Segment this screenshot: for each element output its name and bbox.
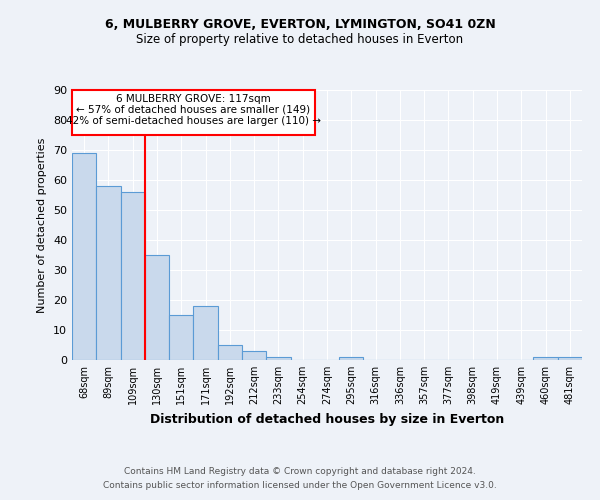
Text: ← 57% of detached houses are smaller (149): ← 57% of detached houses are smaller (14…	[76, 105, 310, 115]
Bar	[218, 345, 242, 360]
Text: Contains HM Land Registry data © Crown copyright and database right 2024.: Contains HM Land Registry data © Crown c…	[124, 467, 476, 476]
X-axis label: Distribution of detached houses by size in Everton: Distribution of detached houses by size …	[150, 412, 504, 426]
Text: Contains public sector information licensed under the Open Government Licence v3: Contains public sector information licen…	[103, 481, 497, 490]
Text: 42% of semi-detached houses are larger (110) →: 42% of semi-detached houses are larger (…	[66, 116, 321, 126]
Bar	[121, 192, 145, 360]
Bar	[339, 357, 364, 360]
Polygon shape	[72, 90, 315, 135]
Bar	[533, 357, 558, 360]
Bar	[242, 351, 266, 360]
Bar	[193, 306, 218, 360]
Bar	[169, 315, 193, 360]
Text: 6 MULBERRY GROVE: 117sqm: 6 MULBERRY GROVE: 117sqm	[116, 94, 271, 104]
Bar	[145, 255, 169, 360]
Bar	[558, 357, 582, 360]
Bar	[96, 186, 121, 360]
Text: 6, MULBERRY GROVE, EVERTON, LYMINGTON, SO41 0ZN: 6, MULBERRY GROVE, EVERTON, LYMINGTON, S…	[104, 18, 496, 30]
Text: Size of property relative to detached houses in Everton: Size of property relative to detached ho…	[136, 32, 464, 46]
Bar	[72, 153, 96, 360]
Y-axis label: Number of detached properties: Number of detached properties	[37, 138, 47, 312]
Bar	[266, 357, 290, 360]
